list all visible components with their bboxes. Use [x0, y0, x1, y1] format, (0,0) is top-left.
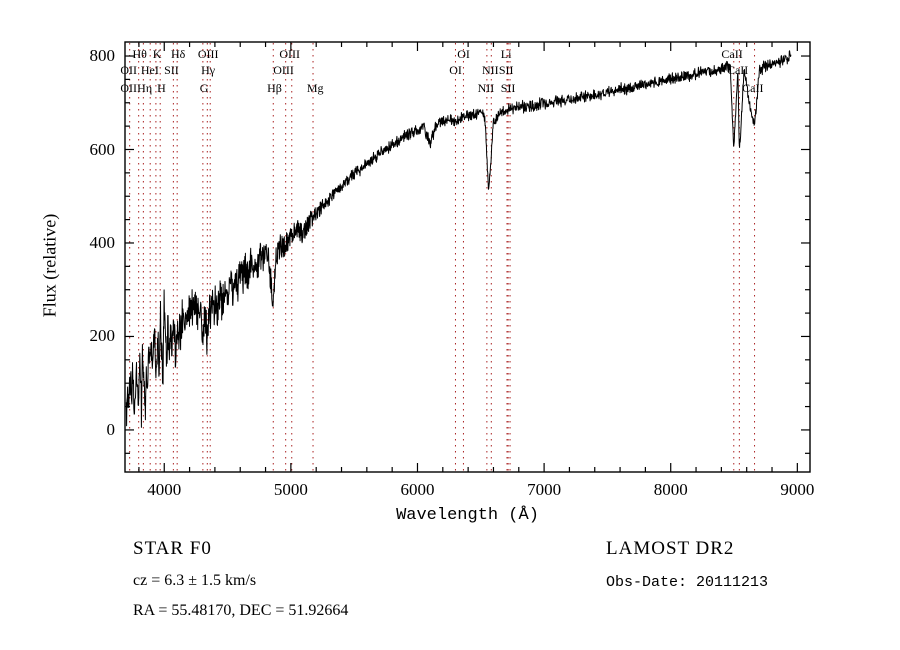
spectral-line-label: OIII [279, 47, 300, 61]
spectrum-trace [125, 50, 792, 428]
line-marker-group [129, 43, 756, 471]
y-tick-label: 0 [106, 419, 116, 439]
spectral-line-label: SII [498, 63, 514, 77]
object-class-label: STAR F0 [133, 538, 212, 559]
x-tick-label: 8000 [653, 480, 688, 499]
spectral-line-label: SII [500, 81, 516, 95]
spectral-line-label: OI [457, 47, 470, 61]
x-tick-label: 9000 [780, 480, 815, 499]
spectral-line-label: CaII [721, 47, 743, 61]
x-tick-label: 5000 [273, 480, 308, 499]
spectral-line-label: Mg [306, 81, 324, 95]
y-tick-label: 400 [89, 232, 116, 252]
spectral-line-label: OII [120, 63, 138, 77]
spectral-line-label: OIII [197, 47, 219, 61]
spectral-line-label: Hβ [267, 81, 282, 95]
spectral-line-label: NII [477, 81, 495, 95]
survey-label: LAMOST DR2 [606, 538, 735, 559]
spectral-line-label: Hδ [170, 47, 186, 61]
x-tick-label: 7000 [527, 480, 562, 499]
spectral-line-label: CaII [726, 63, 749, 77]
spectral-line-label: SII [164, 63, 179, 77]
axes-frame [124, 41, 811, 473]
spectral-line-label: Li [500, 47, 512, 61]
redshift-velocity-label: cz = 6.3 ± 1.5 km/s [133, 572, 257, 589]
spectral-line-label: K [152, 47, 162, 61]
spectral-line-label: OII [120, 81, 138, 95]
y-tick-label: 600 [89, 139, 116, 159]
axis-ticks [125, 42, 810, 472]
spectral-line-label: HeI [140, 63, 159, 77]
spectral-line-label: CaII [742, 81, 764, 95]
spectral-line-label: H [157, 81, 166, 95]
spectral-line-label: G [199, 81, 209, 95]
spectral-line-label: Hγ [201, 63, 216, 77]
x-tick-label: 4000 [147, 480, 182, 499]
spectral-line-label: Hη [137, 81, 153, 95]
spectral-line-label: OI [449, 63, 462, 77]
x-axis-title: Wavelength (Å) [396, 506, 539, 525]
spectral-line-label: NII [482, 63, 499, 77]
y-tick-label: 200 [89, 326, 116, 346]
obs-date-label: Obs-Date: 20111213 [606, 574, 769, 591]
coordinates-label: RA = 55.48170, DEC = 51.92664 [133, 602, 349, 619]
x-tick-label: 6000 [400, 480, 435, 499]
spectral-line-label: OIII [273, 63, 294, 77]
y-tick-label: 800 [89, 46, 116, 66]
spectral-line-label: Hθ [132, 47, 147, 61]
